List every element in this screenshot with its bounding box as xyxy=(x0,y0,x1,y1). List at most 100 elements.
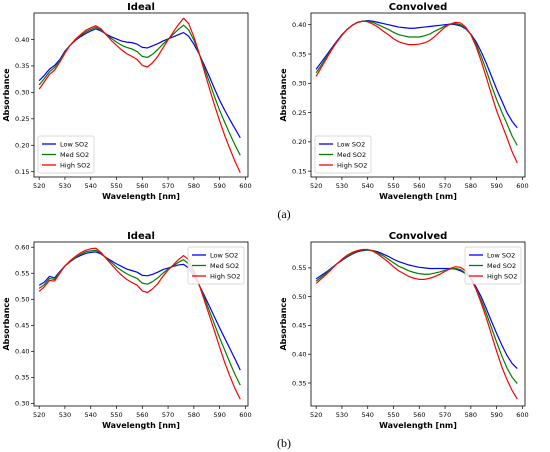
chart-1: Ideal 520 530 540 550 560 570 580 590 600 0.15 0.20… xyxy=(2,2,252,201)
x-tick-label: 580 xyxy=(188,411,200,419)
series-line-med xyxy=(38,249,241,386)
legend: Low SO2 Med SO2 High SO2 xyxy=(37,135,95,174)
y-tick-label: 0.40 xyxy=(15,348,29,356)
x-tick-label: 590 xyxy=(490,411,502,419)
series-line-high xyxy=(315,20,518,164)
y-tick-label: 0.25 xyxy=(15,115,29,123)
series-line-med xyxy=(315,249,518,384)
legend: Low SO2 Med SO2 High SO2 xyxy=(314,135,372,174)
y-tick-label: 0.15 xyxy=(292,167,306,175)
x-tick-label: 570 xyxy=(439,411,451,419)
legend-label-high: High SO2 xyxy=(487,272,517,280)
x-tick-label: 600 xyxy=(239,411,251,419)
x-tick-label: 580 xyxy=(188,182,200,190)
x-tick-label: 600 xyxy=(239,182,251,190)
y-tick-label: 0.50 xyxy=(292,293,306,301)
x-tick-label: 580 xyxy=(465,182,477,190)
legend-label-low: Low SO2 xyxy=(210,251,238,259)
chart-title: Ideal xyxy=(127,231,155,242)
y-tick-label: 0.45 xyxy=(292,322,306,330)
y-tick-label: 0.20 xyxy=(15,142,29,150)
y-tick-label: 0.50 xyxy=(15,296,29,304)
x-tick-label: 520 xyxy=(33,182,45,190)
x-tick-label: 540 xyxy=(85,411,97,419)
x-axis-label: Wavelength [nm] xyxy=(102,421,180,430)
plot-frame xyxy=(310,12,526,178)
x-tick-label: 540 xyxy=(85,182,97,190)
x-tick-label: 600 xyxy=(516,182,528,190)
x-axis-label: Wavelength [nm] xyxy=(379,192,457,201)
x-tick-label: 560 xyxy=(136,182,148,190)
x-tick-label: 590 xyxy=(213,182,225,190)
x-tick-label: 520 xyxy=(33,411,45,419)
x-tick-label: 520 xyxy=(310,182,322,190)
series-lines xyxy=(38,247,241,400)
y-tick-label: 0.40 xyxy=(292,351,306,359)
plot-frame xyxy=(33,12,249,178)
y-axis-label: Absorbance xyxy=(2,297,11,351)
legend-label-high: High SO2 xyxy=(337,161,367,169)
x-tick-label: 590 xyxy=(490,182,502,190)
legend-label-med: Med SO2 xyxy=(210,262,239,270)
y-tick-label: 0.35 xyxy=(15,374,29,382)
chart-title: Ideal xyxy=(127,2,155,13)
x-tick-label: 560 xyxy=(413,182,425,190)
x-tick-label: 520 xyxy=(310,411,322,419)
x-tick-label: 600 xyxy=(516,411,528,419)
chart-4: Convolved 520 530 540 550 560 570 580 590 600 0.35… xyxy=(279,231,529,430)
x-axis-label: Wavelength [nm] xyxy=(379,421,457,430)
chart-2: Convolved 520 530 540 550 560 570 580 590 600 0.15… xyxy=(279,2,529,201)
y-axis-label: Absorbance xyxy=(2,68,11,122)
series-line-high xyxy=(315,248,518,400)
series-lines xyxy=(315,20,518,164)
y-tick-label: 0.30 xyxy=(15,89,29,97)
chart-3: Ideal 520 530 540 550 560 570 580 590 600 0.30 0.35… xyxy=(2,231,252,430)
legend-box xyxy=(314,135,372,174)
y-tick-label: 0.40 xyxy=(292,21,306,29)
y-tick-label: 0.55 xyxy=(292,264,306,272)
legend-label-med: Med SO2 xyxy=(60,151,89,159)
x-tick-label: 550 xyxy=(387,182,399,190)
legend: Low SO2 Med SO2 High SO2 xyxy=(464,246,522,285)
x-tick-label: 530 xyxy=(59,182,71,190)
series-line-high xyxy=(38,247,241,400)
x-tick-label: 550 xyxy=(110,411,122,419)
chart-title: Convolved xyxy=(389,231,448,242)
y-tick-label: 0.30 xyxy=(292,80,306,88)
legend-label-low: Low SO2 xyxy=(487,251,515,259)
x-tick-label: 570 xyxy=(162,182,174,190)
y-tick-label: 0.40 xyxy=(15,36,29,44)
legend-box xyxy=(187,246,245,285)
y-tick-label: 0.55 xyxy=(15,270,29,278)
x-tick-label: 540 xyxy=(362,411,374,419)
series-line-med xyxy=(315,20,518,146)
y-tick-label: 0.45 xyxy=(15,322,29,330)
panel-label-b: (b) xyxy=(277,436,291,450)
plot-frame xyxy=(310,241,526,407)
x-tick-label: 550 xyxy=(110,182,122,190)
x-tick-label: 550 xyxy=(387,411,399,419)
series-lines xyxy=(38,17,241,174)
y-tick-label: 0.35 xyxy=(15,62,29,70)
chart-title: Convolved xyxy=(389,2,448,13)
x-tick-label: 530 xyxy=(336,182,348,190)
legend-box xyxy=(464,246,522,285)
legend: Low SO2 Med SO2 High SO2 xyxy=(187,246,245,285)
legend-label-med: Med SO2 xyxy=(487,262,516,270)
y-tick-label: 0.35 xyxy=(292,50,306,58)
legend-label-high: High SO2 xyxy=(60,161,90,169)
x-tick-label: 530 xyxy=(59,411,71,419)
legend-label-low: Low SO2 xyxy=(337,140,365,148)
x-tick-label: 570 xyxy=(162,411,174,419)
x-tick-label: 540 xyxy=(362,182,374,190)
x-tick-label: 570 xyxy=(439,182,451,190)
x-tick-label: 530 xyxy=(336,411,348,419)
y-tick-label: 0.15 xyxy=(15,168,29,176)
panel-label-a: (a) xyxy=(277,207,291,221)
x-tick-label: 580 xyxy=(465,411,477,419)
x-tick-label: 560 xyxy=(136,411,148,419)
x-tick-label: 560 xyxy=(413,411,425,419)
series-line-high xyxy=(38,17,241,174)
legend-label-low: Low SO2 xyxy=(60,140,88,148)
